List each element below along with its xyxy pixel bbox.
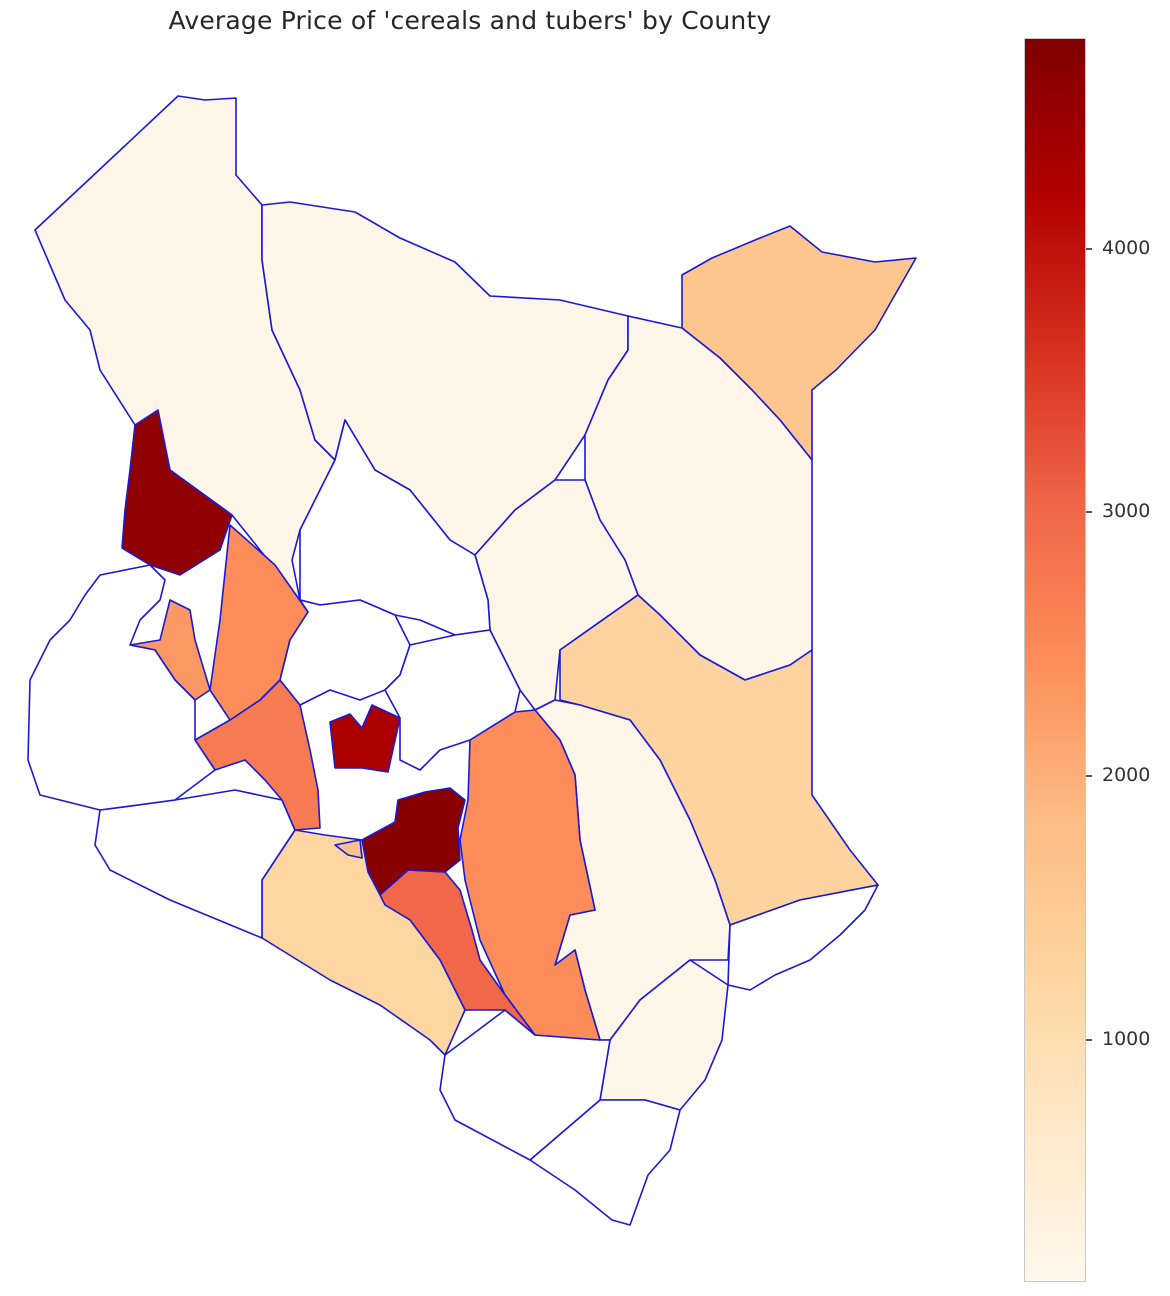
colorbar-tick-label: 3000 bbox=[1102, 500, 1151, 523]
map-title: Average Price of 'cereals and tubers' by… bbox=[168, 6, 772, 35]
colorbar-tick-label: 4000 bbox=[1102, 236, 1151, 259]
county-kiambu bbox=[334, 839, 363, 859]
colorbar-tick-label: 2000 bbox=[1102, 763, 1151, 786]
county-lamu bbox=[727, 884, 879, 991]
colorbar-tick-mark bbox=[1086, 247, 1092, 250]
colorbar bbox=[1024, 38, 1086, 1282]
colorbar-tick-mark bbox=[1086, 511, 1092, 514]
county-kitui bbox=[459, 709, 601, 1041]
colorbar-tick-mark bbox=[1086, 1038, 1092, 1041]
kenya-choropleth-map bbox=[27, 95, 917, 1226]
county-laikipia bbox=[279, 599, 411, 706]
county-meru-area bbox=[384, 629, 521, 771]
county-mombasa-kwale bbox=[529, 1099, 681, 1226]
county-narok bbox=[94, 789, 296, 939]
county-kajiado bbox=[261, 829, 466, 1056]
county-muranga bbox=[329, 704, 401, 773]
colorbar-tick-mark bbox=[1086, 774, 1092, 777]
county-taita-taveta bbox=[439, 1009, 611, 1161]
county-turkana bbox=[34, 95, 336, 601]
colorbar-tick-label: 1000 bbox=[1102, 1027, 1151, 1050]
county-western-cluster bbox=[27, 564, 216, 811]
county-west-pokot bbox=[121, 409, 233, 576]
